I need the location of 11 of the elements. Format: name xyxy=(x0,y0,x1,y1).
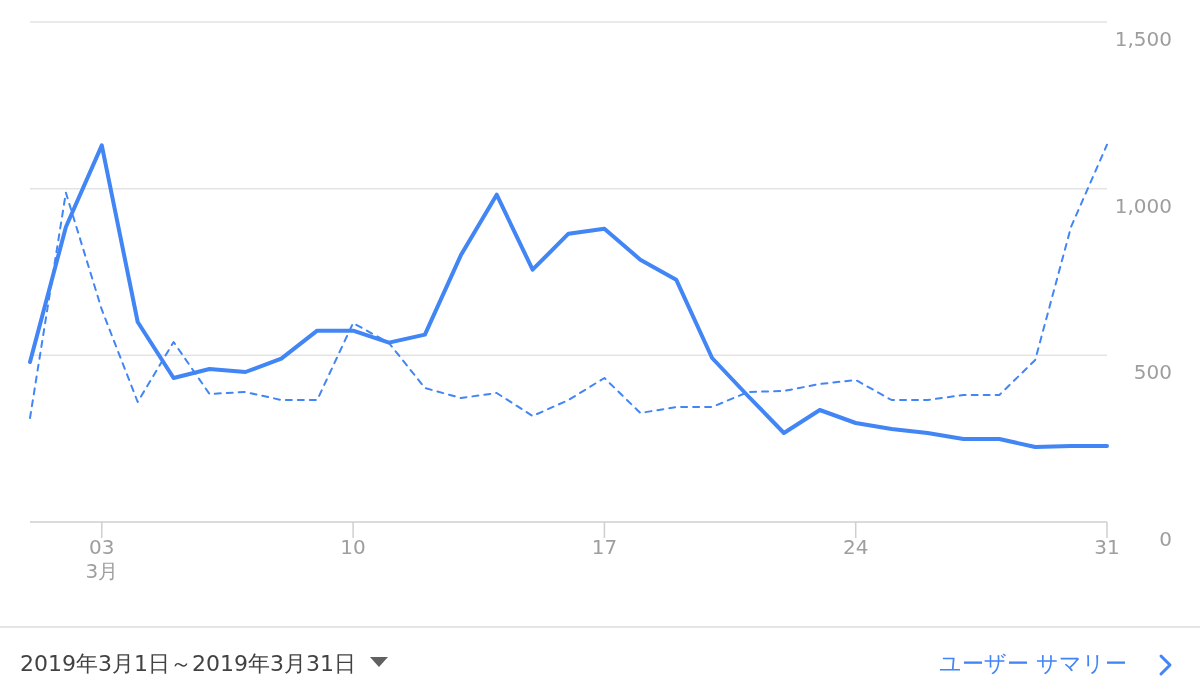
x-tick-label: 17 xyxy=(591,535,618,559)
text: ユーザー サマリー xyxy=(939,651,1127,676)
x-tick-label: 24 xyxy=(842,535,869,559)
y-tick-label: 1,500 xyxy=(1114,27,1172,51)
y-tick-label: 500 xyxy=(1133,360,1172,385)
y-tick-label: 0 xyxy=(1159,527,1172,551)
x-tick-label: 10 xyxy=(340,535,366,559)
x-tick-label: 31 xyxy=(1094,535,1120,559)
x-tick-label: 03 3月 xyxy=(85,535,119,583)
y-tick-label: 1,000 xyxy=(1114,193,1172,218)
text: 2019年3月1日～2019年3月31日 xyxy=(20,651,356,676)
